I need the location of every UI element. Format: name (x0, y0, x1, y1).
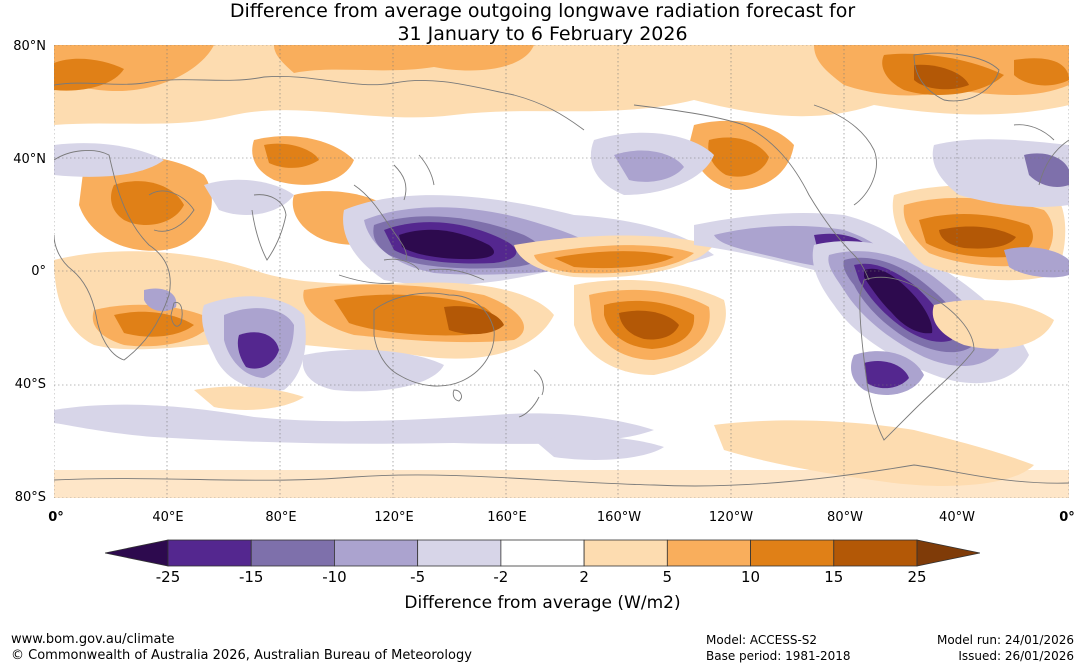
negative-field (54, 143, 164, 177)
coastline-greenland (913, 52, 1000, 102)
chart-title: Difference from average outgoing longwav… (0, 0, 1085, 46)
negative-field (204, 179, 294, 215)
colorbar-tick-label: -2 (493, 568, 509, 586)
negative-field (237, 332, 279, 369)
lon-label-80w: 80°W (827, 510, 863, 525)
colorbar-tick-label: 5 (662, 568, 673, 586)
positive-field (554, 251, 674, 269)
negative-field (1004, 247, 1069, 278)
positive-field (914, 64, 969, 90)
colorbar-segment (833, 539, 918, 567)
coastline-africa (54, 149, 171, 361)
lon-label-160w: 160°W (596, 510, 642, 525)
colorbar-tick-label: -5 (410, 568, 426, 586)
footer-model: Model: ACCESS-S2 (706, 633, 818, 647)
colorbar-segment (666, 539, 751, 567)
positive-field (939, 226, 1016, 249)
positive-field (1014, 58, 1069, 86)
negative-field (864, 268, 933, 334)
lat-label-40s: 40°S (14, 377, 46, 392)
colorbar-tick-label: 25 (907, 568, 927, 586)
positive-field (114, 311, 194, 337)
coastline-europe (1013, 124, 1069, 186)
negative-field (54, 404, 654, 444)
colorbar-tick-label: -10 (322, 568, 347, 586)
coastline-east-asia (353, 164, 407, 261)
coastline-arabia (148, 190, 195, 232)
footer-website[interactable]: www.bom.gov.au/climate (11, 632, 175, 647)
coastline-south-america (859, 276, 975, 441)
gridlines (54, 45, 1069, 498)
lon-label-120e: 120°E (374, 510, 414, 525)
colorbar-segment (250, 539, 335, 567)
colorbar-tick-label: 15 (824, 568, 844, 586)
coastline-australia (373, 292, 495, 387)
coastline-eurasia (54, 75, 585, 131)
lat-label-0: 0° (31, 264, 46, 279)
positive-field (714, 420, 1034, 486)
colorbar-tick-label: -25 (155, 568, 181, 586)
title-line-1: Difference from average outgoing longwav… (229, 0, 856, 22)
colorbar-segment (417, 539, 502, 567)
lon-label-120w: 120°W (708, 510, 754, 525)
lon-label-0-left: 0° (48, 510, 64, 525)
coastline-japan (418, 154, 435, 186)
negative-field (534, 436, 664, 460)
lat-label-80n: 80°N (13, 39, 46, 54)
positive-field (54, 58, 124, 91)
negative-field (399, 229, 494, 260)
colorbar-extend-high (916, 539, 981, 567)
coastline-madagascar (170, 302, 183, 327)
anomaly-map (54, 45, 1069, 498)
lon-label-40w: 40°W (939, 510, 975, 525)
positive-field (619, 310, 679, 340)
lon-label-40e: 40°E (152, 510, 184, 525)
colorbar-extend-low (104, 539, 169, 567)
negative-field (1024, 153, 1069, 187)
footer-base-period: Base period: 1981-2018 (706, 649, 851, 663)
positive-field (932, 300, 1054, 349)
lon-label-80e: 80°E (265, 510, 297, 525)
coastline-antarctica (54, 464, 1069, 487)
colorbar-tick-label: -15 (238, 568, 264, 586)
colorbar-segment (500, 539, 585, 567)
footer-model-run: Model run: 24/01/2026 (936, 633, 1074, 647)
footer-issued: Issued: 26/01/2026 (958, 649, 1074, 663)
lat-label-40n: 40°N (13, 152, 46, 167)
negative-field (864, 360, 909, 389)
colorbar-segment (750, 539, 835, 567)
lon-label-0-right: 0° (1059, 510, 1075, 525)
colorbar-segment (583, 539, 668, 567)
coastline-new-zealand (518, 369, 544, 418)
negative-field (614, 150, 684, 182)
map-panel (54, 45, 1069, 498)
negative-field (144, 288, 177, 312)
positive-field (111, 181, 184, 225)
positive-field (274, 45, 534, 73)
colorbar-tick-label: 2 (579, 568, 589, 586)
positive-field (444, 306, 504, 335)
colorbar (104, 538, 981, 568)
coastlines (54, 52, 1069, 487)
coastline-india (251, 194, 287, 261)
colorbar-title: Difference from average (W/m2) (404, 593, 681, 613)
footer-copyright: © Commonwealth of Australia 2026, Austra… (11, 648, 472, 663)
colorbar-segment (334, 539, 419, 567)
lat-label-80s: 80°S (14, 490, 46, 505)
positive-field (708, 137, 769, 177)
negative-field (302, 349, 444, 392)
positive-field (264, 143, 319, 168)
colorbar-svg (104, 539, 981, 567)
colorbar-tick-label: 10 (741, 568, 761, 586)
coastline-north-america (633, 104, 877, 281)
positive-field (54, 470, 1069, 498)
colorbar-segment (167, 539, 252, 567)
title-line-2: 31 January to 6 February 2026 (397, 23, 688, 45)
lon-label-160e: 160°E (487, 510, 527, 525)
coastline-tasmania (452, 389, 462, 402)
positive-field (194, 386, 304, 410)
